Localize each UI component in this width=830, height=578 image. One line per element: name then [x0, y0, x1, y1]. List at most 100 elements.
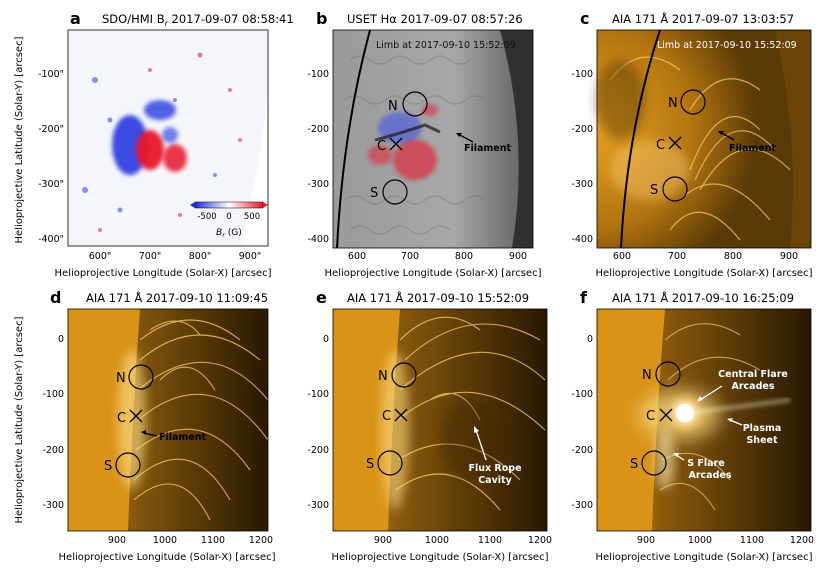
panel-letter: f [580, 288, 588, 307]
x-tick: 700 [401, 251, 419, 262]
y-tick: 0 [323, 334, 329, 345]
x-tick: 900 [509, 251, 527, 262]
x-tick: 600 [348, 251, 366, 262]
y-ticks: 0 -100 -200 -300 [571, 334, 593, 511]
y-axis-label: Helioprojective Latitude (Solar-Y) [arcs… [14, 316, 25, 523]
aia-image [333, 309, 547, 531]
y-tick: -300 [571, 179, 593, 190]
x-tick: 900 [780, 251, 798, 262]
x-tick: 900" [239, 251, 262, 262]
s-flare-label-line1: S Flare [687, 458, 724, 469]
x-tick: 1100 [201, 535, 225, 546]
marker-c-label: C [377, 139, 386, 154]
x-ticks: 900 1000 1100 1200 [108, 535, 273, 546]
marker-n-label: N [642, 368, 652, 383]
aia-image [597, 309, 811, 531]
x-axis-label: Helioprojective Longitude (Solar-X) [arc… [59, 552, 276, 563]
panel-title: AIA 171 Å 2017-09-10 16:25:09 [612, 290, 794, 305]
cavity-arrow [475, 429, 487, 461]
colorbar-tick: 0 [226, 212, 231, 222]
plasma-sheet-label-line2: Sheet [746, 435, 777, 446]
y-tick: -200 [42, 445, 64, 456]
marker-n-label: N [378, 369, 388, 384]
y-tick: -100 [571, 389, 593, 400]
marker-s-label: S [650, 183, 658, 198]
marker-c-label: C [117, 411, 126, 426]
limb-line [620, 29, 661, 249]
marker-n-label: N [668, 96, 678, 111]
x-tick: 600 [613, 251, 631, 262]
y-tick: -100 [307, 389, 329, 400]
x-axis-label: Helioprojective Longitude (Solar-X) [arc… [596, 268, 813, 279]
y-tick: -200 [307, 445, 329, 456]
panel-letter: a [70, 9, 81, 28]
marker-c-cross [659, 408, 673, 422]
marker-c-cross [394, 408, 408, 422]
panel-c: Limb at 2017-09-10 15:52:09 N C S Filame… [571, 9, 812, 279]
marker-c-cross [129, 409, 143, 423]
panel-f: N C S Central Flare Arcades Plasma Sheet… [571, 288, 814, 563]
panel-letter: d [50, 288, 61, 307]
filament-label: Filament [159, 432, 207, 443]
panel-a: a SDO/HMI Br 2017-09-07 08:58:41 -500 0 … [14, 9, 294, 279]
hmi-magnetogram [68, 30, 273, 246]
x-tick: 900 [374, 535, 392, 546]
marker-n-circle [655, 361, 681, 387]
x-ticks: 600 700 800 900 [613, 251, 798, 262]
aia-image [68, 309, 269, 531]
plasma-sheet-arrow [729, 419, 743, 426]
x-ticks: 900 1000 1100 1200 [637, 535, 814, 546]
x-tick: 900 [108, 535, 126, 546]
y-tick: -300 [571, 500, 593, 511]
y-tick: -200" [38, 124, 64, 135]
y-ticks: -100" -200" -300" -400" [38, 69, 64, 245]
x-axis-label: Helioprojective Longitude (Solar-X) [arc… [55, 268, 272, 279]
panel-b: Limb at 2017-09-10 15:52:09 N C S Filame… [307, 9, 541, 279]
y-ticks: 0 -100 -200 -300 [42, 334, 64, 511]
marker-s-label: S [370, 186, 378, 201]
hmi-colorbar: -500 0 500 Br (G) [190, 201, 268, 239]
marker-s-circle [641, 450, 667, 476]
y-tick: -100 [307, 69, 329, 80]
central-arcades-label-line1: Central Flare [718, 369, 788, 380]
marker-c-label: C [646, 409, 655, 424]
x-tick: 700" [139, 251, 162, 262]
y-tick: -400 [307, 234, 329, 245]
panel-title: AIA 171 Å 2017-09-07 13:03:57 [612, 11, 794, 26]
marker-c-cross [389, 137, 403, 151]
y-tick: -200 [571, 124, 593, 135]
marker-s-circle [115, 452, 141, 478]
marker-n-circle [391, 362, 417, 388]
y-axis-label: Helioprojective Latitude (Solar-Y) [arcs… [14, 36, 25, 243]
filament-arrow [457, 133, 474, 143]
y-ticks: 0 -100 -200 -300 [307, 334, 329, 511]
x-ticks: 600 700 800 900 [348, 251, 527, 262]
x-axis-label: Helioprojective Longitude (Solar-X) [arc… [332, 552, 549, 563]
x-tick: 1200 [790, 535, 814, 546]
y-tick: 0 [58, 334, 64, 345]
x-tick: 700 [668, 251, 686, 262]
marker-s-label: S [366, 457, 374, 472]
panel-letter: e [316, 288, 327, 307]
marker-n-label: N [388, 99, 398, 114]
x-tick: 900 [637, 535, 655, 546]
x-ticks: 600" 700" 800" 900" [89, 251, 262, 262]
x-tick: 1000 [688, 535, 712, 546]
marker-n-circle [680, 89, 706, 115]
y-tick: 0 [587, 334, 593, 345]
x-tick: 1200 [528, 535, 552, 546]
marker-n-circle [128, 364, 154, 390]
panel-e: N C S Flux Rope Cavity e AIA 171 Å 2017-… [307, 288, 552, 563]
s-flare-label-line2: Arcades [689, 470, 732, 481]
panel-title: SDO/HMI Br 2017-09-07 08:58:41 [102, 12, 294, 28]
x-axis-label: Helioprojective Longitude (Solar-X) [arc… [596, 552, 813, 563]
marker-c-label: C [656, 138, 665, 153]
x-tick: 1000 [425, 535, 449, 546]
x-tick: 1200 [249, 535, 273, 546]
filament-label: Filament [729, 143, 777, 154]
y-tick: -400 [571, 234, 593, 245]
colorbar-tick: -500 [197, 212, 216, 222]
y-tick: -200 [571, 445, 593, 456]
y-ticks: -100 -200 -300 -400 [571, 69, 593, 245]
panel-d: N C S Filament d AIA 171 Å 2017-09-10 11… [14, 288, 276, 563]
